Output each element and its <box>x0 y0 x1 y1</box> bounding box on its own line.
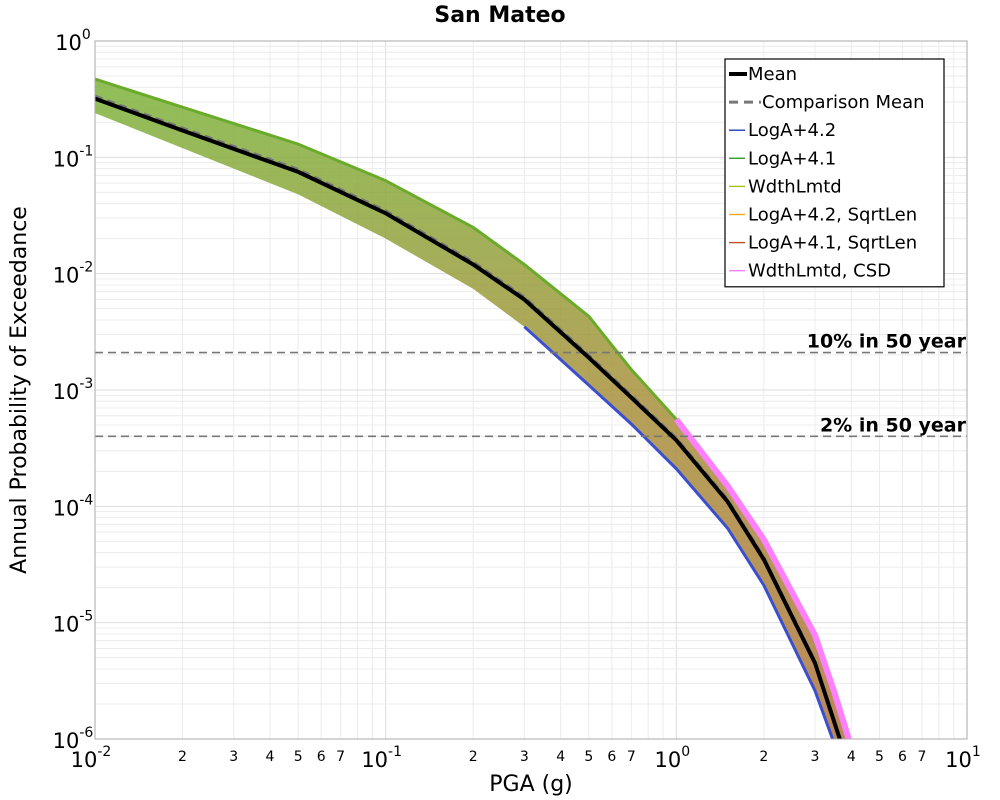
x-minor-tick-label: 3 <box>520 749 529 765</box>
legend-entry-label: LogA+4.2, SqrtLen <box>748 205 917 226</box>
chart-title: San Mateo <box>434 3 565 28</box>
x-minor-tick-label: 7 <box>918 749 927 765</box>
x-minor-tick-label: 2 <box>178 749 187 765</box>
x-minor-tick-label: 5 <box>584 749 593 765</box>
legend-entry-label: LogA+4.1 <box>748 148 836 169</box>
y-tick-label: 10-5 <box>53 609 94 637</box>
reference-labels: 10% in 50 year 2% in 50 year <box>807 331 967 437</box>
x-minor-tick-label: 7 <box>627 749 636 765</box>
mean-line <box>95 96 842 739</box>
x-minor-tick-label: 3 <box>229 749 238 765</box>
legend-entry-label: Comparison Mean <box>762 92 925 113</box>
reference-line-label: 10% in 50 year <box>807 331 967 353</box>
legend-entry-label: Mean <box>748 64 797 85</box>
legend-box <box>724 58 945 288</box>
reference-line-label: 2% in 50 year <box>820 414 967 436</box>
x-minor-tick-label: 6 <box>898 749 907 765</box>
x-minor-tick-label: 3 <box>811 749 820 765</box>
x-minor-tick-label: 4 <box>266 749 275 765</box>
legend-entry-label: LogA+4.1, SqrtLen <box>748 233 917 254</box>
y-tick-label: 10-3 <box>53 376 94 404</box>
x-minor-tick-label: 4 <box>556 749 565 765</box>
x-minor-tick-label: 2 <box>469 749 478 765</box>
csd-branch-edge <box>673 417 852 739</box>
legend: Mean Comparison Mean LogA+4.2 LogA+4.1 WdthL… <box>724 58 945 288</box>
y-tick-labels: 100 10-1 10-2 10-3 10-4 10-5 10-6 <box>53 27 94 753</box>
x-minor-tick-label: 6 <box>317 749 326 765</box>
plot-frame <box>94 40 968 740</box>
plot-layer <box>95 77 967 739</box>
legend-entry-label: WdthLmtd, CSD <box>748 261 891 282</box>
legend-entry-label: WdthLmtd <box>748 176 842 197</box>
x-minor-tick-label: 2 <box>759 749 768 765</box>
x-tick-label: 10-2 <box>71 744 112 772</box>
y-tick-label: 10-1 <box>53 143 94 171</box>
x-minor-tick-label: 4 <box>847 749 856 765</box>
y-tick-label: 10-6 <box>53 725 94 753</box>
x-minor-tick-label: 5 <box>294 749 303 765</box>
x-tick-label: 10-1 <box>361 744 402 772</box>
y-tick-label: 10-2 <box>53 260 94 288</box>
y-axis-label: Annual Probability of Exceedance <box>7 206 32 574</box>
x-minor-tick-label: 5 <box>875 749 884 765</box>
x-minor-tick-label: 7 <box>336 749 345 765</box>
comparison-mean-line <box>95 94 841 737</box>
x-minor-tick-label: 6 <box>607 749 616 765</box>
lower-branch-edge <box>523 325 835 739</box>
x-axis-label: PGA (g) <box>489 772 573 797</box>
y-tick-label: 10-4 <box>53 492 94 520</box>
legend-entry-label: LogA+4.2 <box>748 120 836 141</box>
x-tick-label: 100 <box>655 744 691 772</box>
y-tick-label: 100 <box>55 27 91 55</box>
x-tick-label: 101 <box>945 744 981 772</box>
